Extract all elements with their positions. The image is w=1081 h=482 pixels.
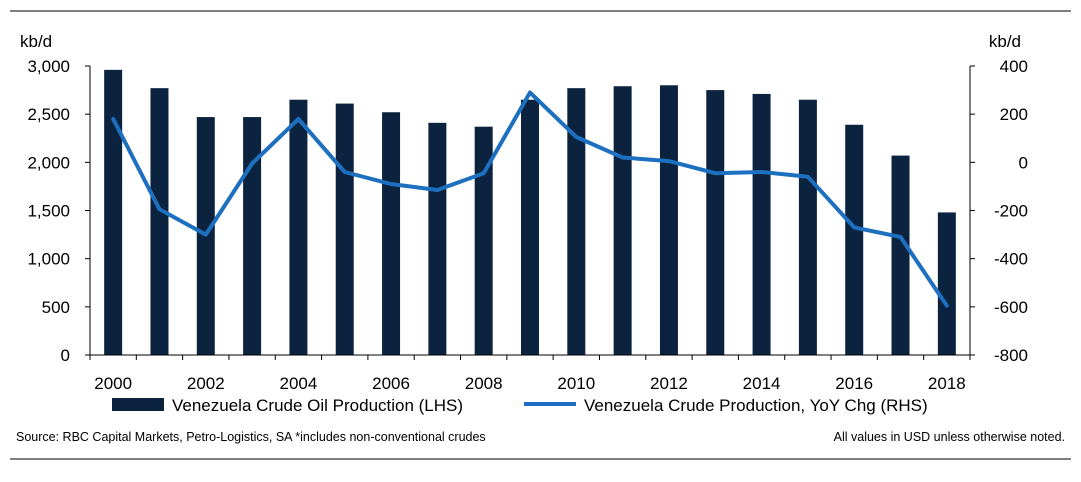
legend-bar-label: Venezuela Crude Oil Production (LHS) [172, 396, 463, 415]
legend: Venezuela Crude Oil Production (LHS) Ven… [112, 396, 928, 415]
left-tick-label: 1,000 [27, 250, 70, 269]
bar-2000 [104, 69, 123, 355]
right-tick-label: 200 [1000, 105, 1028, 124]
right-tick-label: 400 [1000, 57, 1028, 76]
x-tick-label-2004: 2004 [280, 374, 318, 393]
bar-2005 [335, 103, 354, 355]
left-tick-labels: 0 500 1,000 1,500 2,000 2,500 3,000 [27, 57, 90, 365]
bar-2001 [150, 88, 169, 355]
bar-2007 [428, 122, 447, 355]
bar-2008 [474, 126, 493, 355]
x-tick-label-2014: 2014 [743, 374, 781, 393]
x-tick-labels: 2000 2002 2004 2006 2008 2010 2012 2014 2016 2018 [89, 355, 971, 393]
bar-2018 [937, 212, 956, 355]
right-tick-label: -200 [994, 202, 1028, 221]
source-note: Source: RBC Capital Markets, Petro-Logis… [16, 430, 486, 444]
bar-2015 [798, 99, 817, 355]
right-tick-labels: -800 -600 -400 -200 0 200 400 [970, 57, 1028, 365]
bar-2004 [289, 99, 308, 355]
bar-2016 [845, 124, 864, 355]
x-tick-label-2016: 2016 [835, 374, 873, 393]
right-tick-label: -400 [994, 250, 1028, 269]
right-tick-label: -800 [994, 346, 1028, 365]
bar-2003 [243, 117, 262, 355]
bar-2012 [659, 85, 678, 356]
x-tick-label-2008: 2008 [465, 374, 503, 393]
line-series [111, 90, 949, 308]
x-tick-label-2002: 2002 [187, 374, 225, 393]
legend-line-label: Venezuela Crude Production, YoY Chg (RHS… [584, 396, 928, 415]
bar-2010 [567, 88, 586, 355]
bar-2017 [891, 155, 910, 355]
x-tick-label-2000: 2000 [94, 374, 132, 393]
left-tick-label: 3,000 [27, 57, 70, 76]
left-axis-unit: kb/d [20, 32, 52, 51]
bar-2011 [613, 86, 632, 355]
left-tick-label: 1,500 [27, 202, 70, 221]
x-tick-label-2018: 2018 [928, 374, 966, 393]
bar-series [104, 69, 956, 356]
legend-bar-swatch [112, 398, 164, 411]
right-tick-label: -600 [994, 298, 1028, 317]
x-tick-label-2006: 2006 [372, 374, 410, 393]
right-tick-label: 0 [1019, 153, 1028, 172]
bar-2009 [521, 99, 539, 355]
left-tick-label: 500 [42, 298, 70, 317]
bar-2006 [382, 112, 401, 356]
left-tick-label: 0 [61, 346, 70, 365]
bar-2014 [752, 93, 771, 355]
left-tick-label: 2,500 [27, 105, 70, 124]
right-axis-unit: kb/d [989, 32, 1021, 51]
x-tick-label-2010: 2010 [557, 374, 595, 393]
x-tick-label-2012: 2012 [650, 374, 688, 393]
left-tick-label: 2,000 [27, 153, 70, 172]
currency-note: All values in USD unless otherwise noted… [833, 430, 1065, 444]
bar-2013 [706, 90, 725, 355]
